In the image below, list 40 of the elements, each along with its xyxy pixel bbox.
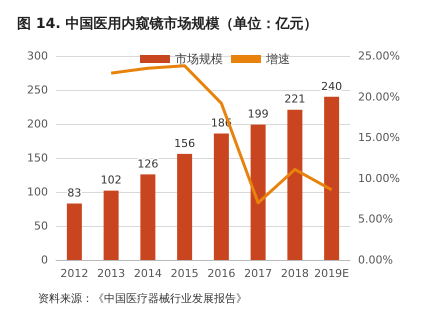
x-tick-label: 2018 — [280, 267, 309, 280]
x-tick-label: 2016 — [207, 267, 236, 280]
y-tick-label: 300 — [27, 50, 48, 62]
bar — [66, 204, 82, 260]
x-tick-label: 2019E — [314, 267, 350, 280]
chart-title: 图 14. 中国医用内窥镜市场规模（单位：亿元） — [17, 15, 318, 32]
bar — [214, 134, 229, 260]
data-label: 156 — [174, 136, 196, 150]
y-tick-label: 50 — [34, 220, 48, 232]
x-tick-label: 2015 — [170, 267, 199, 280]
y2-tick-label: 5.00% — [358, 212, 393, 226]
y2-tick-label: 25.00% — [358, 50, 400, 62]
data-label: 199 — [248, 108, 269, 121]
y-tick-label: 200 — [27, 118, 48, 130]
bar — [104, 190, 119, 260]
bar — [140, 174, 156, 260]
data-label: 221 — [284, 92, 306, 106]
x-tick-label: 2017 — [244, 267, 272, 280]
x-tick-label: 2013 — [97, 267, 126, 280]
y-tick-label: 100 — [27, 186, 48, 198]
data-label: 83 — [67, 186, 82, 200]
legend-label: 市场规模 — [175, 52, 223, 66]
data-label: 102 — [100, 174, 122, 187]
bar — [250, 124, 266, 260]
y2-tick-label: 0.00% — [358, 254, 393, 266]
bar — [324, 96, 340, 260]
x-tick-label: 2012 — [60, 267, 88, 280]
legend-label: 增速 — [265, 52, 290, 66]
y2-tick-label: 20.00% — [358, 90, 400, 104]
bar — [287, 110, 302, 260]
data-label: 240 — [321, 80, 342, 93]
y2-tick-label: 15.00% — [358, 131, 400, 144]
data-label: 126 — [137, 157, 158, 170]
x-tick-label: 2014 — [134, 267, 162, 280]
text: 资料来源：《中国医疗器械行业发展报告》 — [38, 292, 247, 305]
y2-tick-label: 10.00% — [358, 172, 400, 185]
y-tick-label: 0 — [41, 254, 48, 266]
y-tick-label: 150 — [27, 152, 48, 164]
bar — [177, 154, 192, 260]
y-tick-label: 250 — [27, 84, 48, 96]
